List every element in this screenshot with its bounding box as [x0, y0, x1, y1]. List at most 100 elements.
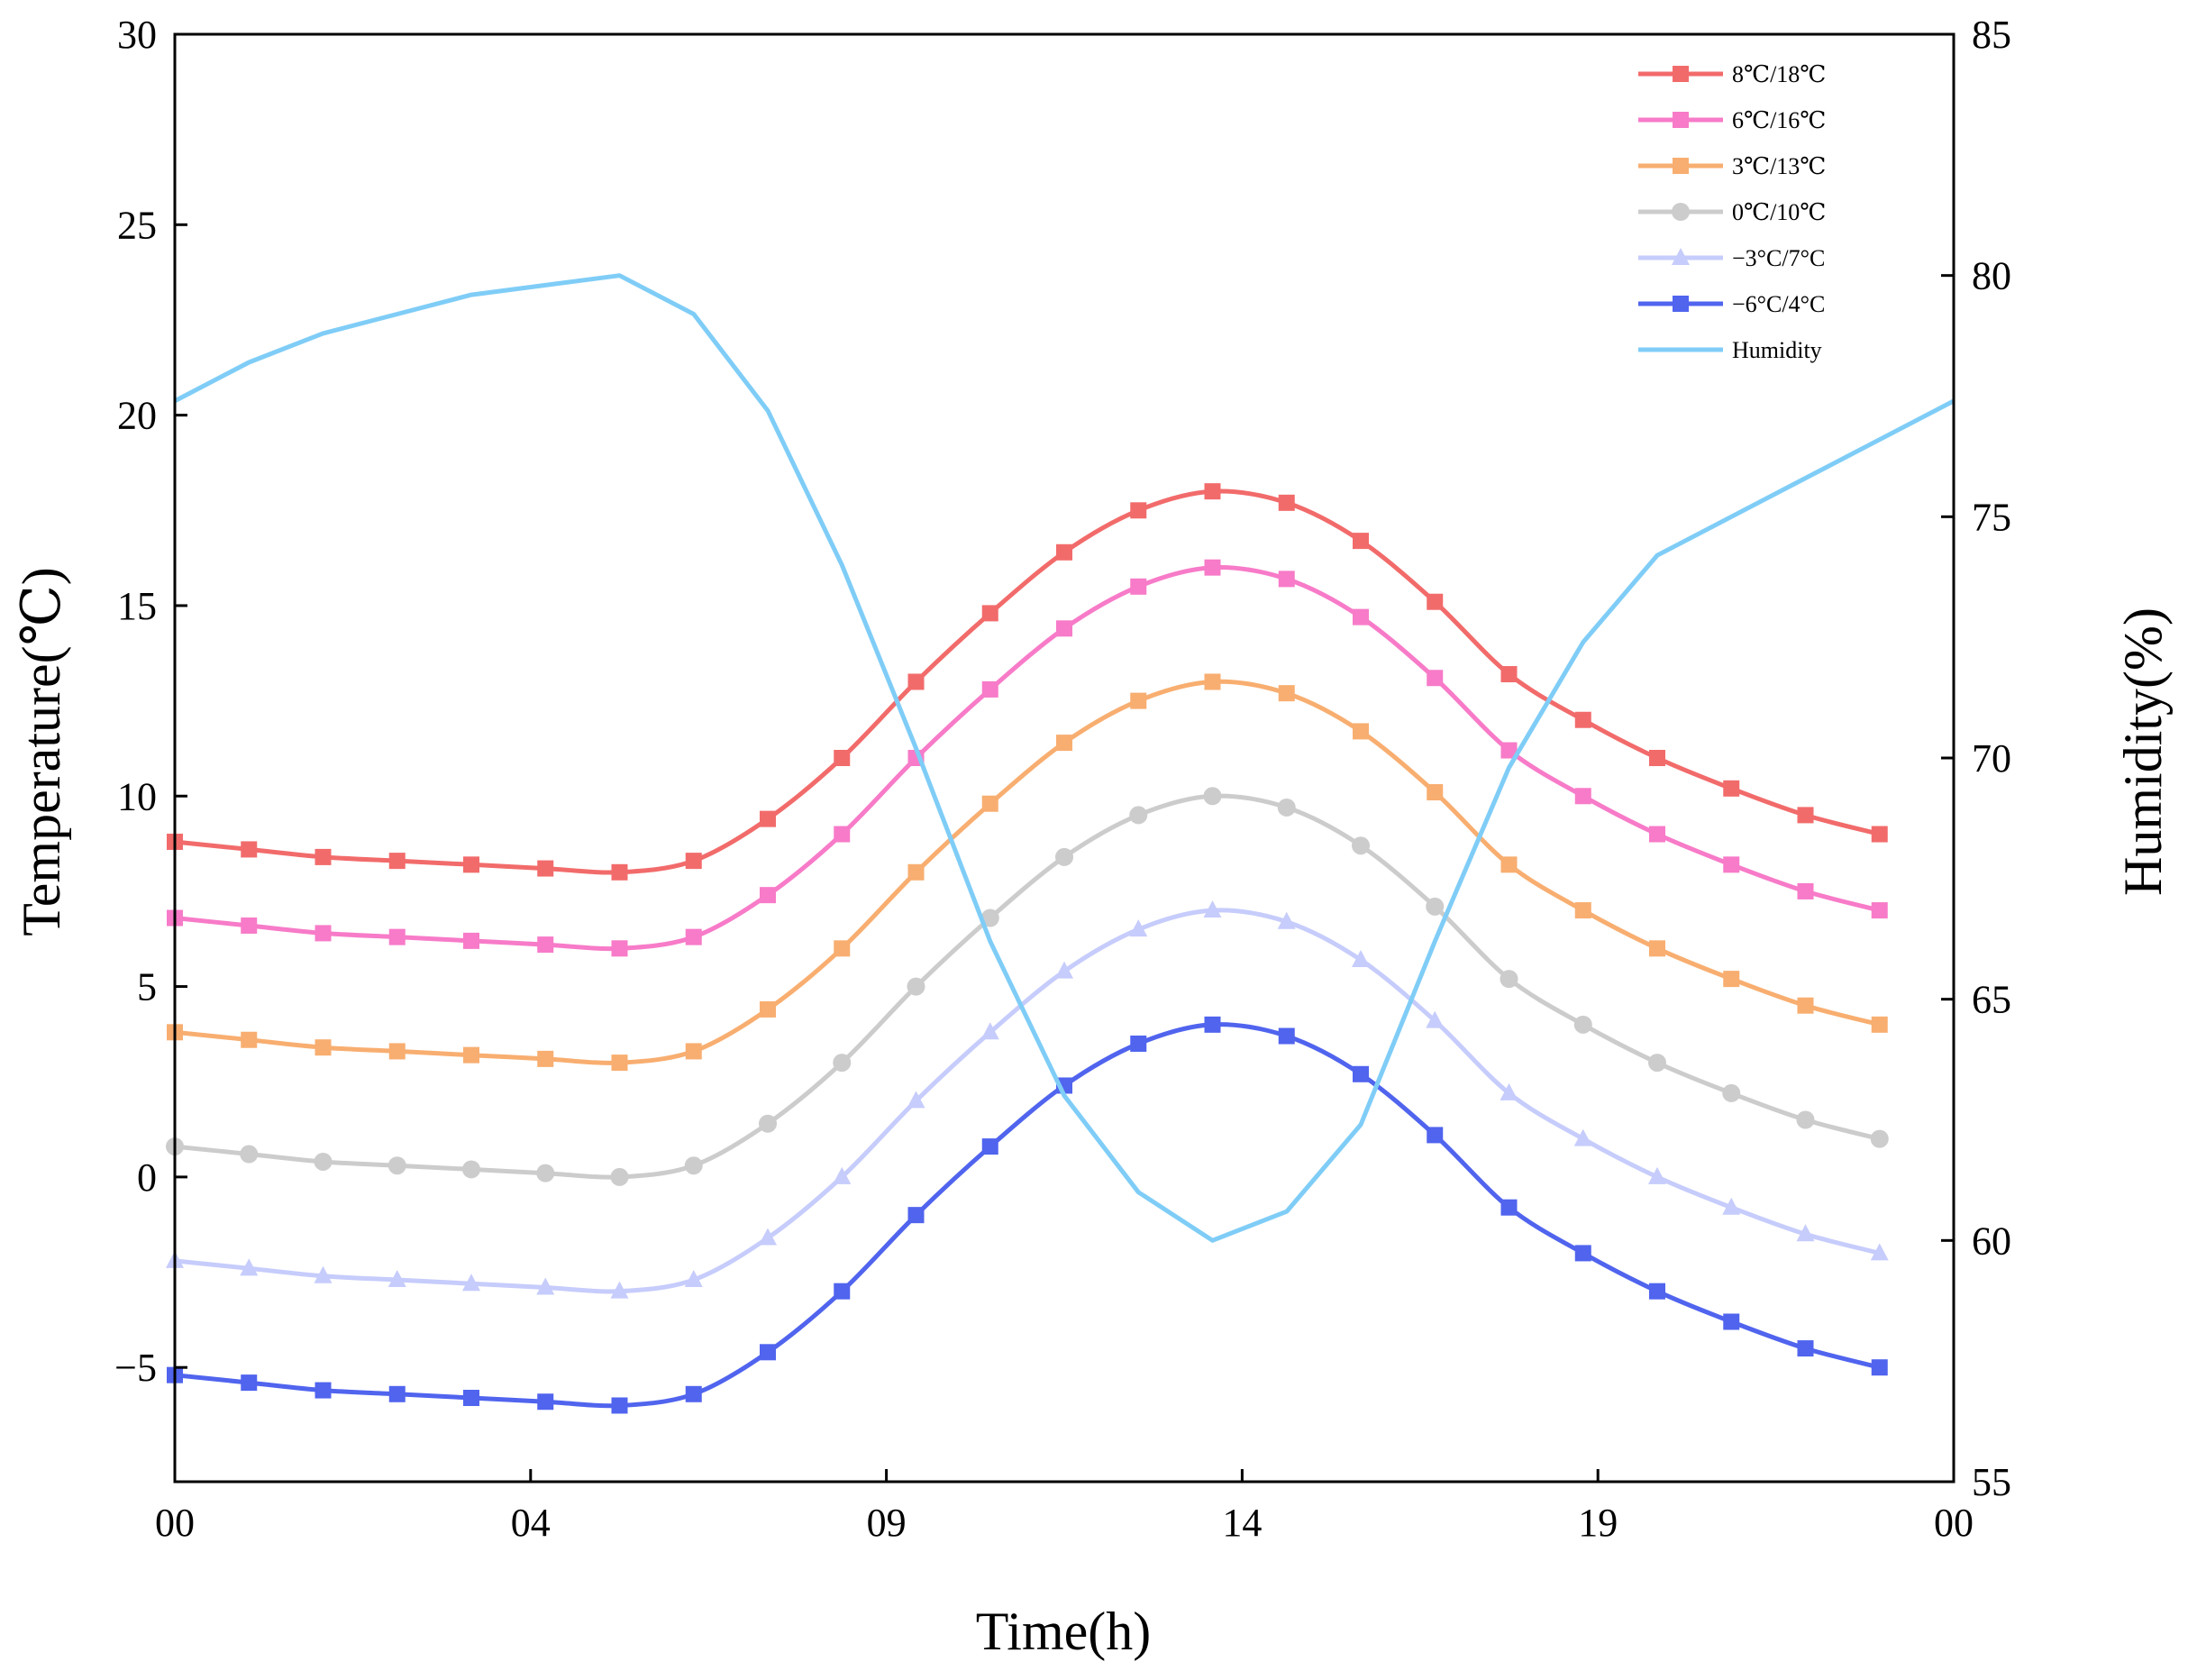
legend-label: 3℃/13℃	[1732, 153, 1826, 179]
x-tick-label: 00	[1934, 1501, 1974, 1545]
data-point	[1500, 970, 1518, 989]
data-point	[1203, 900, 1222, 918]
data-point	[684, 1156, 703, 1175]
data-point	[1796, 1224, 1815, 1242]
legend-swatch-marker	[1673, 296, 1689, 312]
data-point	[981, 1138, 998, 1155]
series-line	[174, 488, 1881, 875]
data-point	[1056, 620, 1072, 637]
legend-label: −6°C/4°C	[1732, 291, 1825, 317]
y-axis-left-title: Temperature(℃)	[12, 567, 71, 936]
data-point	[610, 1167, 629, 1186]
data-point	[1723, 1313, 1740, 1330]
data-point	[387, 1156, 406, 1175]
data-point	[1500, 1199, 1518, 1216]
data-point	[1056, 735, 1072, 752]
legend-item: 8℃/18℃	[1638, 61, 1826, 87]
legend-item: −3°C/7°C	[1638, 245, 1825, 271]
data-point	[1871, 1359, 1888, 1376]
data-point	[537, 1050, 554, 1067]
data-point	[1204, 673, 1221, 690]
data-point	[760, 1000, 776, 1018]
data-point	[1870, 1243, 1889, 1261]
data-point	[1278, 685, 1295, 702]
y-right-tick-label: 75	[1972, 495, 2011, 539]
data-point	[981, 680, 998, 698]
y-right-tick-label: 60	[1972, 1219, 2011, 1263]
data-point	[1130, 578, 1147, 595]
data-point	[1574, 788, 1591, 805]
data-point	[611, 1055, 628, 1072]
data-point	[388, 1385, 406, 1402]
series-line	[174, 679, 1881, 1065]
data-point	[1277, 798, 1296, 817]
data-point	[537, 936, 554, 954]
data-point	[1203, 787, 1222, 806]
data-point	[1649, 750, 1665, 766]
y-right-tick-label: 70	[1972, 736, 2011, 781]
y-left-tick-label: 10	[117, 774, 157, 818]
data-point	[462, 1274, 480, 1292]
data-point	[1649, 940, 1665, 957]
data-point	[833, 1166, 852, 1184]
legend-swatch-marker	[1673, 112, 1689, 128]
data-point	[388, 853, 406, 870]
legend-swatch-marker	[1672, 248, 1690, 265]
data-point	[537, 860, 554, 877]
data-point	[1500, 742, 1518, 759]
x-tick-label: 04	[511, 1501, 551, 1545]
series-line	[174, 564, 1881, 952]
data-point	[980, 908, 999, 927]
data-point	[315, 1039, 332, 1056]
data-point	[240, 1145, 259, 1164]
data-point	[1649, 826, 1665, 843]
data-point	[1055, 961, 1073, 979]
data-point	[1797, 1340, 1814, 1357]
data-point	[1353, 533, 1369, 550]
legend-swatch-marker	[1673, 66, 1689, 82]
data-point	[1204, 483, 1221, 500]
series-0	[167, 483, 1888, 881]
data-point	[981, 795, 998, 812]
data-point	[1797, 807, 1814, 824]
data-point	[463, 856, 479, 873]
legend-item: 6℃/16℃	[1638, 107, 1826, 133]
data-point	[1352, 949, 1370, 967]
data-point	[536, 1277, 555, 1295]
data-point	[1500, 1082, 1518, 1100]
data-point	[907, 977, 925, 996]
series-2	[167, 673, 1888, 1072]
data-point	[684, 1270, 703, 1288]
y-axis-right-title: Humidity(%)	[2113, 607, 2173, 896]
data-point	[463, 1390, 479, 1407]
data-point	[1352, 836, 1370, 855]
data-point	[907, 863, 925, 881]
legend-label: 0℃/10℃	[1732, 199, 1826, 225]
data-point	[1278, 571, 1295, 588]
data-point	[314, 1152, 333, 1171]
series-layer	[166, 273, 1956, 1414]
data-point	[1204, 1016, 1221, 1033]
data-point	[1204, 559, 1221, 576]
series-5	[167, 1016, 1888, 1414]
data-point	[1129, 919, 1148, 937]
y-left-tick-label: 20	[117, 394, 157, 438]
data-point	[314, 1265, 333, 1283]
plot-frame	[173, 32, 1956, 1484]
data-point	[1797, 882, 1814, 899]
legend-label: Humidity	[1732, 337, 1822, 363]
data-point	[1797, 997, 1814, 1014]
data-point	[685, 1385, 702, 1402]
data-point	[611, 863, 628, 881]
series-line	[174, 1022, 1881, 1409]
y-left-tick-label: 0	[137, 1155, 157, 1200]
data-point	[1648, 1166, 1666, 1184]
data-point	[1573, 1128, 1592, 1146]
data-point	[685, 1043, 702, 1060]
x-tick-label: 09	[867, 1501, 907, 1545]
x-tick-label: 19	[1578, 1501, 1618, 1545]
data-point	[1648, 1054, 1666, 1073]
legend-label: 6℃/16℃	[1732, 107, 1826, 133]
legend-label: −3°C/7°C	[1732, 245, 1825, 271]
